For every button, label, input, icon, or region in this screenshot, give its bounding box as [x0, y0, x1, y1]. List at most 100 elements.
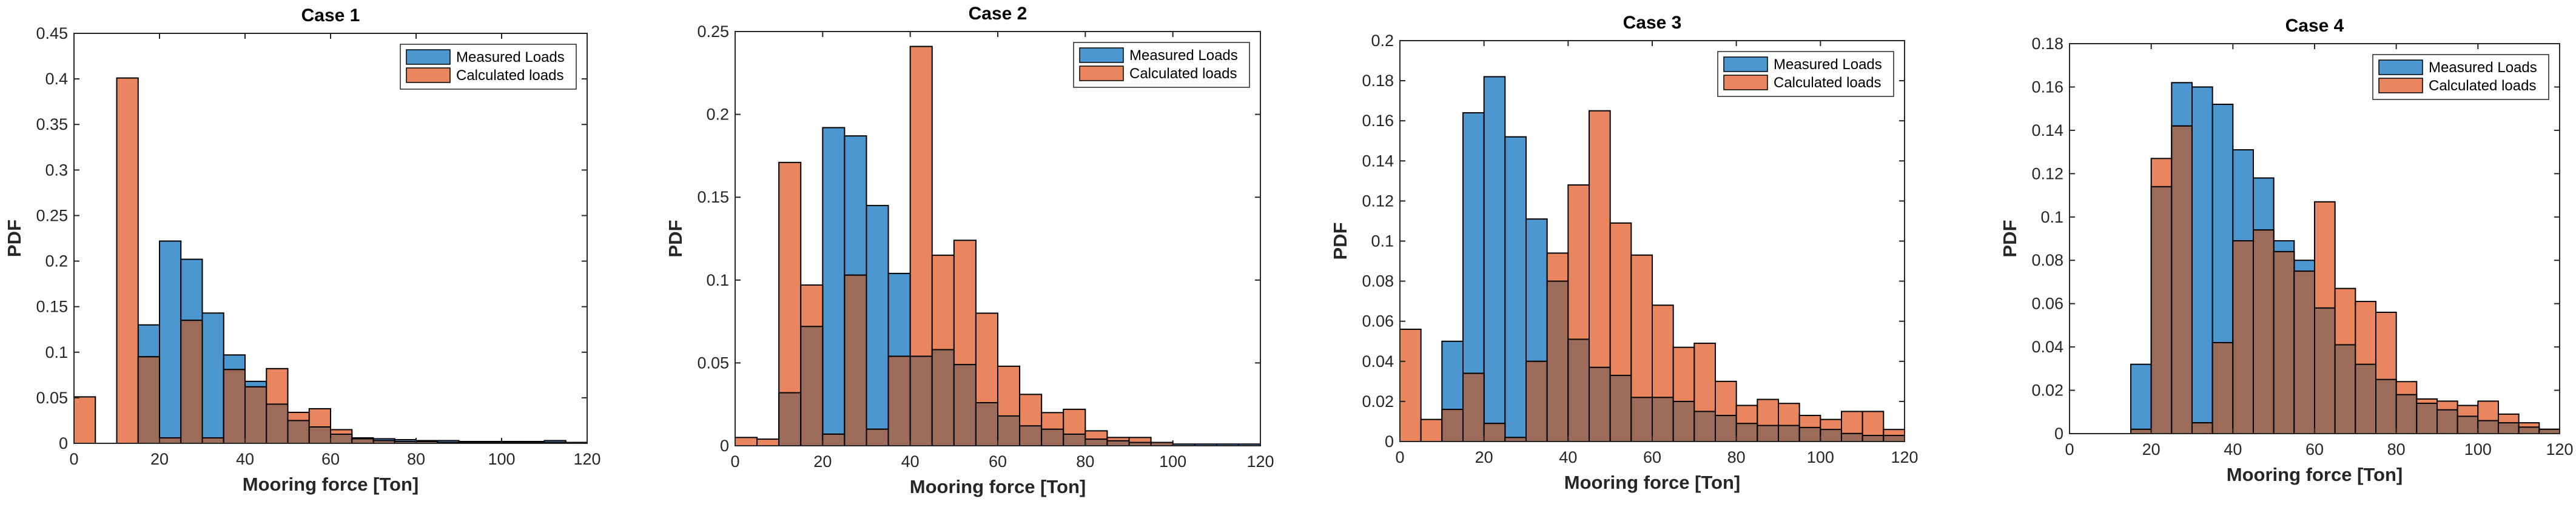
x-tick-label: 120	[1246, 452, 1274, 471]
x-tick-label: 80	[1076, 452, 1094, 471]
chart-title: Case 4	[2285, 16, 2344, 36]
y-tick-label: 0.25	[36, 206, 68, 224]
overlap-bar	[1652, 397, 1674, 442]
overlap-bar	[1589, 366, 1611, 443]
y-tick-label: 0.4	[45, 70, 68, 88]
legend-swatch	[1079, 65, 1124, 81]
x-tick-label: 20	[813, 452, 832, 471]
overlap-bar	[308, 426, 331, 445]
overlap-bar	[2314, 307, 2336, 434]
y-tick-label: 0	[2054, 425, 2063, 443]
y-axis: 0 0.05 0.1 0.15 0.2 0.25 0.3 0.35 0.4 0.45	[36, 24, 587, 452]
x-axis: 0 20 40 60 80 100 120	[730, 32, 1274, 471]
x-tick-label: 80	[407, 450, 425, 468]
x-tick-label: 60	[1643, 448, 1661, 466]
legend-label: Measured Loads	[1774, 56, 1882, 73]
y-tick-label: 0.2	[1371, 32, 1394, 50]
x-tick-label: 60	[989, 452, 1007, 471]
y-tick-label: 0.25	[697, 22, 729, 41]
overlap-bar	[2273, 250, 2295, 434]
overlap-bar	[1085, 438, 1108, 447]
y-tick-label: 0.18	[2031, 35, 2063, 53]
x-tick-label: 60	[321, 450, 340, 468]
x-tick-label: 80	[2387, 440, 2406, 458]
overlap-bar	[1609, 374, 1632, 442]
overlap-bar	[1798, 426, 1821, 442]
overlap-bar	[2498, 422, 2520, 435]
y-tick-label: 0.02	[2031, 381, 2063, 400]
chart-panel-4: Case 4 0 20 40 60 80 100 120 0 0.02 0.04 0.06 0.08 0.…	[1999, 16, 2574, 485]
overlap-bar	[1841, 432, 1863, 443]
calculated-bar	[1399, 328, 1422, 442]
overlap-bar	[2538, 428, 2561, 434]
measured-bar	[866, 204, 889, 446]
y-tick-label: 0.08	[2031, 251, 2063, 269]
legend-label: Measured Loads	[1129, 47, 1238, 64]
overlap-bar	[223, 369, 246, 445]
chart-title: Case 2	[969, 4, 1027, 24]
y-tick-label: 0.3	[45, 161, 68, 179]
overlap-bar	[2211, 341, 2234, 435]
overlap-bar	[330, 433, 353, 445]
x-tick-label: 40	[236, 450, 254, 468]
x-tick-label: 100	[2464, 440, 2492, 458]
y-tick-label: 0.2	[45, 252, 68, 270]
legend-swatch	[1723, 56, 1768, 72]
x-tick-label: 100	[488, 450, 515, 468]
x-tick-label: 60	[2305, 440, 2324, 458]
x-tick-label: 20	[1475, 448, 1493, 466]
legend-label: Calculated loads	[1774, 75, 1881, 91]
overlap-bar	[997, 415, 1021, 446]
y-tick-label: 0.05	[36, 389, 68, 407]
overlap-bar	[1041, 428, 1064, 446]
x-tick-label: 0	[730, 452, 739, 471]
x-tick-label: 120	[1891, 448, 1918, 466]
overlap-bar	[2232, 240, 2254, 434]
overlap-bar	[822, 433, 846, 446]
overlap-bar	[778, 392, 802, 446]
overlap-bar	[1019, 425, 1043, 447]
chart-panel-2: Case 2 0 20 40 60 80 100 120 0 0.05 0.1 0.15 0.2 0.25…	[665, 4, 1274, 497]
overlap-bar	[1757, 425, 1779, 442]
legend-swatch	[406, 49, 451, 65]
overlap-bar	[887, 355, 911, 446]
bars	[735, 45, 1261, 447]
overlap-bar	[1567, 338, 1590, 442]
chart-panel-3: Case 3 0 20 40 60 80 100 120 0 0.02 0.04 0.06 0.08 0.…	[1330, 13, 1919, 493]
legend-swatch	[1079, 47, 1124, 63]
overlap-bar	[2293, 270, 2315, 434]
y-tick-label: 0.16	[1362, 112, 1394, 130]
overlap-bar	[1778, 425, 1800, 442]
y-tick-label: 0.12	[1362, 192, 1394, 210]
overlap-bar	[2416, 402, 2438, 435]
y-tick-label: 0.06	[2031, 295, 2063, 313]
x-axis: 0 20 40 60 80 100 120	[2065, 44, 2574, 458]
y-tick-label: 0.35	[36, 115, 68, 133]
legend-label: Calculated loads	[2429, 78, 2536, 94]
legend-swatch	[406, 67, 451, 83]
legend-swatch	[2378, 78, 2423, 93]
y-tick-label: 0.04	[2031, 338, 2063, 356]
y-tick-label: 0.14	[1362, 152, 1394, 170]
x-axis-label: Mooring force [Ton]	[1564, 472, 1740, 493]
y-tick-label: 0.15	[36, 298, 68, 316]
legend-swatch	[2378, 59, 2423, 75]
overlap-bar	[159, 437, 182, 445]
y-axis-label: PDF	[1999, 220, 2020, 258]
overlap-bar	[2457, 415, 2479, 435]
y-tick-label: 0.1	[1371, 232, 1394, 250]
y-tick-label: 0.05	[697, 354, 729, 372]
overlap-bar	[1630, 397, 1653, 442]
calculated-bar	[116, 77, 139, 444]
x-tick-label: 80	[1727, 448, 1746, 466]
overlap-bar	[287, 420, 310, 445]
x-axis: 0 20 40 60 80 100 120	[69, 33, 601, 468]
measured-bar	[2191, 86, 2213, 434]
overlap-bar	[2375, 378, 2397, 435]
overlap-bar	[1525, 360, 1548, 442]
y-axis-label: PDF	[665, 220, 686, 258]
y-axis: 0 0.02 0.04 0.06 0.08 0.1 0.12 0.14 0.16 0.18	[2031, 35, 2560, 443]
bars	[73, 77, 588, 445]
